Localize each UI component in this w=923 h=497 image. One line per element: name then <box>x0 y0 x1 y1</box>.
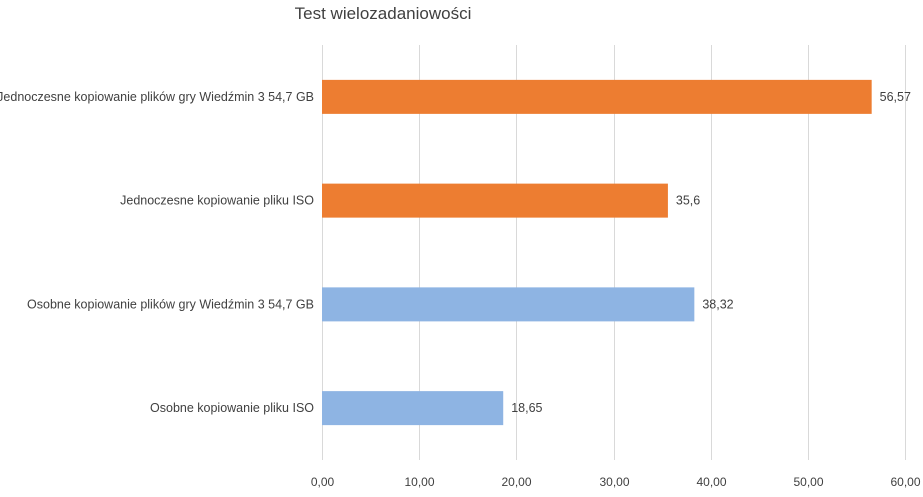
category-label: Jednoczesne kopiowanie pliku ISO <box>120 194 314 208</box>
bar <box>322 79 872 114</box>
bar <box>322 287 695 322</box>
gridlines <box>322 45 906 460</box>
x-tick-label: 10,00 <box>404 475 434 489</box>
category-label: Jednoczesne kopiowanie plików gry Wiedźm… <box>0 90 314 104</box>
data-label: 56,57 <box>880 90 911 104</box>
x-tick-label: 40,00 <box>696 475 726 489</box>
category-labels: Jednoczesne kopiowanie plików gry Wiedźm… <box>0 90 314 415</box>
bar <box>322 391 504 426</box>
chart-title: Test wielozadaniowości <box>295 4 472 23</box>
x-tick-label: 0,00 <box>311 475 335 489</box>
data-label: 35,6 <box>676 194 700 208</box>
data-label: 18,65 <box>511 401 542 415</box>
data-label: 38,32 <box>702 297 733 311</box>
x-tick-label: 60,00 <box>890 475 920 489</box>
x-tick-label: 50,00 <box>793 475 823 489</box>
category-label: Osobne kopiowanie pliku ISO <box>150 401 314 415</box>
bar <box>322 183 668 218</box>
category-label: Osobne kopiowanie plików gry Wiedźmin 3 … <box>27 297 314 311</box>
data-labels: 56,57 35,6 38,32 18,65 <box>511 90 911 415</box>
x-axis-ticks: 0,00 10,00 20,00 30,00 40,00 50,00 60,00 <box>311 475 921 489</box>
x-tick-label: 20,00 <box>501 475 531 489</box>
bars <box>322 79 872 426</box>
x-tick-label: 30,00 <box>599 475 629 489</box>
